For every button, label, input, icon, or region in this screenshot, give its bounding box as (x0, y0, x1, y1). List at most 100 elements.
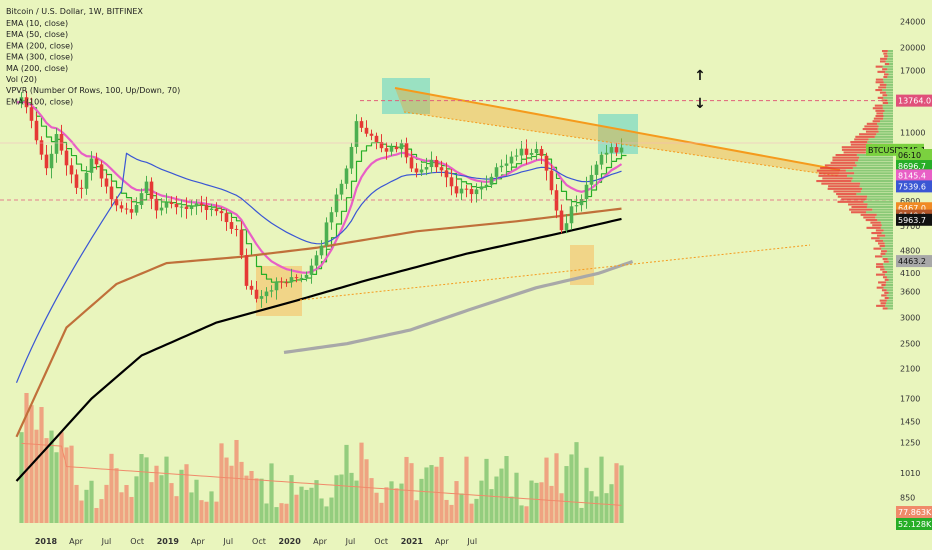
legend-indicator[interactable]: VPVR (Number Of Rows, 100, Up/Down, 70) (6, 86, 180, 95)
volume-bar (274, 507, 279, 523)
volume-bar (429, 465, 434, 523)
vpvr-down-bar (841, 146, 868, 149)
vpvr-down-bar (866, 122, 878, 125)
vpvr-up-bar (883, 115, 893, 118)
candle-body (254, 289, 259, 299)
vpvr-down-bar (877, 96, 884, 99)
vpvr-down-bar (851, 206, 867, 209)
candle-body (174, 203, 179, 208)
legend-indicator[interactable]: EMA (100, close) (6, 97, 73, 106)
vpvr-up-bar (859, 185, 893, 188)
vpvr-up-bar (884, 268, 893, 271)
vpvr-up-bar (854, 172, 893, 175)
candle-body (249, 285, 254, 290)
vpvr-down-bar (854, 138, 869, 141)
price-badge-bg (896, 180, 932, 193)
candle-body (374, 135, 379, 143)
vpvr-down-bar (881, 250, 887, 253)
time-tick-label: 2021 (401, 537, 424, 546)
vpvr-up-bar (887, 50, 893, 53)
vpvr-down-bar (883, 260, 889, 263)
volume-bar (309, 487, 314, 523)
price-badge-bg (896, 94, 932, 107)
volume-bar (414, 500, 419, 523)
candle-body (29, 107, 34, 121)
volume-bar (254, 478, 259, 523)
vpvr-up-bar (886, 299, 893, 302)
volume-bar (44, 438, 49, 523)
price-axis[interactable]: 2400020000170001400011000950080006800570… (866, 17, 932, 530)
price-tick-label: 4100 (900, 269, 920, 278)
candle-body (169, 202, 174, 204)
time-tick-label: Apr (191, 537, 206, 546)
volume-bar (54, 452, 59, 523)
legend-indicator[interactable]: EMA (50, close) (6, 30, 68, 39)
vpvr-down-bar (876, 286, 884, 289)
volume-bar (369, 478, 374, 523)
legend-indicator[interactable]: EMA (300, close) (6, 53, 73, 62)
vpvr-up-bar (885, 234, 893, 237)
vpvr-down-bar (875, 109, 885, 112)
volume-bar (524, 506, 529, 523)
legend-indicator[interactable]: MA (200, close) (6, 64, 68, 73)
candle-body (199, 203, 204, 206)
ema100-line (16, 100, 623, 274)
vpvr-down-bar (881, 289, 887, 292)
vpvr-up-bar (887, 57, 893, 60)
candle-body (79, 187, 84, 189)
volume-bar (319, 498, 324, 523)
vpvr-up-bar (887, 55, 893, 58)
volume-bar (19, 432, 24, 523)
candle-body (219, 211, 224, 214)
price-tick-label: 4800 (900, 247, 920, 256)
candle-body (109, 186, 114, 200)
volume-bar (124, 485, 129, 523)
candle-body (514, 155, 519, 157)
legend-indicator[interactable]: EMA (10, close) (6, 19, 68, 28)
legend-indicator[interactable]: EMA (200, close) (6, 41, 73, 50)
legend-indicator[interactable]: Vol (20) (6, 75, 37, 84)
vpvr-down-bar (849, 208, 873, 211)
vpvr-up-bar (885, 60, 893, 63)
volume-bar (84, 489, 89, 523)
vpvr-down-bar (848, 203, 868, 206)
volume-ma-line (21, 442, 622, 506)
candle-body (389, 146, 394, 152)
candle-body (549, 170, 554, 191)
vpvr-up-bar (888, 73, 893, 76)
candle-body (509, 156, 514, 164)
ma200-line (283, 259, 634, 355)
price-badge-label: 5963.7 (898, 216, 926, 225)
price-badge-bg (896, 169, 932, 182)
volume-bar (454, 481, 459, 523)
candle-body (69, 165, 74, 175)
vpvr-up-bar (860, 190, 893, 193)
candle-body (64, 150, 69, 166)
candle-body (274, 281, 279, 291)
volume-bar (434, 466, 439, 523)
trend-fill (395, 88, 840, 176)
vpvr-up-bar (887, 68, 893, 71)
time-axis[interactable]: 2018 Apr Jul Oct 2019 Apr Jul Oct 2020 Apr Jul Oct 2… (35, 537, 477, 546)
vpvr-up-bar (875, 216, 893, 219)
vpvr-down-bar (880, 302, 886, 305)
candle-body (19, 97, 24, 103)
volume-bar (609, 484, 614, 523)
candle-body (429, 159, 434, 168)
vpvr-down-bar (877, 70, 886, 73)
vpvr-down-bar (884, 55, 888, 58)
vpvr-down-bar (882, 276, 887, 279)
vpvr-up-bar (886, 289, 893, 292)
price-tick-label: 3000 (900, 314, 920, 323)
candle-body (164, 202, 169, 208)
volume-bar (24, 393, 29, 523)
vpvr-down-bar (830, 161, 856, 164)
vpvr-up-bar (884, 273, 893, 276)
candle-body (424, 167, 429, 170)
vpvr-up-bar (877, 128, 893, 131)
volume-bar (449, 504, 454, 523)
candle-body (559, 210, 564, 231)
vpvr-down-bar (884, 291, 889, 294)
